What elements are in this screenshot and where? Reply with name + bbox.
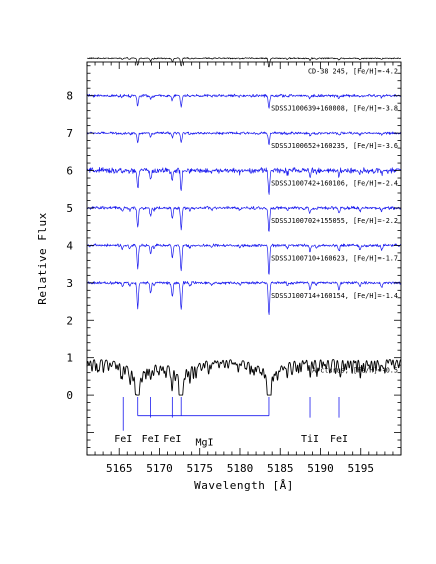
spectrum-label: CD-38 245, [Fe/H]=-4.2 — [308, 67, 398, 75]
y-axis-title: Relative Flux — [36, 212, 49, 305]
spectrum-line — [86, 57, 402, 68]
spectrum-label: Arcturus, [Fe/H]=-0.5 — [312, 367, 398, 375]
axes-layer: 5165 5170 5175 5180 5185 5190 5195 0 1 2 3 4 5 6 7 8 — [66, 62, 402, 475]
x-tick-label: 5170 — [146, 462, 173, 475]
y-tick-label: 7 — [66, 127, 73, 140]
spectrum-label: SDSSJ100639+160008, [Fe/H]=-3.8 — [271, 105, 398, 113]
spectrum-line — [86, 205, 402, 232]
spectrum-line — [86, 359, 402, 396]
spectrum-label: SDSSJ100702+155055, [Fe/H]=-2.2 — [271, 217, 398, 225]
spectrum-label: SDSSJ100710+160623, [Fe/H]=-1.7 — [271, 254, 398, 262]
y-tick-label: 4 — [66, 239, 73, 252]
y-tick-label: 3 — [66, 277, 73, 290]
line-marker-label: FeI — [142, 434, 160, 445]
line-marker-label: FeI — [114, 434, 132, 445]
x-tick-label: 5165 — [106, 462, 133, 475]
spectrum-line — [86, 131, 402, 146]
spectrum-line — [86, 280, 402, 315]
spectrum-line — [86, 243, 402, 275]
spectra-layer: CD-38 245, [Fe/H]=-4.2 SDSSJ100639+160008… — [86, 57, 402, 396]
x-tick-label: 5190 — [307, 462, 334, 475]
line-marker-label: TiI — [301, 434, 319, 445]
line-marker-label: FeI — [163, 434, 181, 445]
line-markers-layer: FeI FeI FeI MgI TiI FeI — [114, 396, 348, 449]
line-marker-label: FeI — [330, 434, 348, 445]
spectrum-line — [86, 166, 402, 195]
x-axis-title: Wavelength [Å] — [194, 479, 294, 492]
x-tick-label: 5175 — [186, 462, 213, 475]
line-marker-label: MgI — [196, 438, 214, 449]
x-tick-label: 5185 — [267, 462, 294, 475]
y-tick-label: 1 — [66, 352, 73, 365]
y-tick-label: 6 — [66, 165, 73, 178]
y-tick-label: 2 — [66, 314, 73, 327]
y-tick-label: 0 — [66, 389, 73, 402]
plot-frame — [86, 61, 402, 456]
y-tick-label: 5 — [66, 202, 73, 215]
x-tick-label: 5180 — [227, 462, 254, 475]
x-tick-label: 5195 — [347, 462, 374, 475]
spectrum-label: SDSSJ100742+160106, [Fe/H]=-2.4 — [271, 180, 398, 188]
y-tick-label: 8 — [66, 90, 73, 103]
spectrum-label: SDSSJ100652+160235, [Fe/H]=-3.6 — [271, 142, 398, 150]
spectrum-line — [86, 93, 402, 109]
spectrum-label: SDSSJ100714+160154, [Fe/H]=-1.4 — [271, 292, 398, 300]
